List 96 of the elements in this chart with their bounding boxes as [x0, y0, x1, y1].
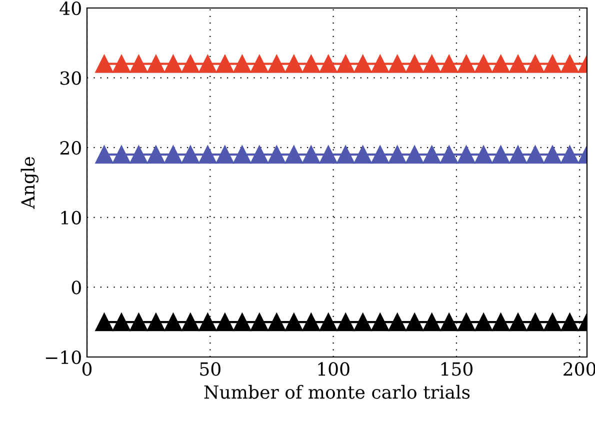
- point: [95, 54, 114, 73]
- y-tick-label: 30: [60, 71, 81, 85]
- point: [457, 146, 476, 164]
- point: [146, 313, 165, 332]
- point: [164, 313, 182, 332]
- point: [250, 54, 268, 73]
- point: [354, 313, 372, 332]
- point: [526, 313, 544, 332]
- y-tick-label: 0: [72, 280, 81, 294]
- point: [130, 313, 148, 332]
- x-tick-label: 150: [441, 362, 472, 376]
- point: [440, 313, 458, 332]
- point: [354, 54, 372, 73]
- point: [526, 146, 544, 164]
- point: [422, 146, 441, 164]
- x-tick-label: 0: [82, 362, 92, 376]
- x-axis-title: Number of monte carlo trials: [204, 384, 470, 399]
- point: [474, 146, 493, 164]
- point: [457, 54, 476, 73]
- point: [164, 54, 182, 73]
- point: [302, 313, 320, 332]
- point: [181, 313, 200, 332]
- point: [406, 313, 424, 332]
- point: [560, 146, 579, 164]
- point: [146, 54, 165, 73]
- point: [371, 54, 390, 73]
- point: [233, 313, 252, 332]
- point: [302, 54, 320, 73]
- point: [112, 146, 131, 164]
- y-tick-label: 40: [60, 1, 81, 16]
- x-tick-label: 50: [200, 362, 220, 376]
- y-tick-label: 10: [61, 210, 81, 225]
- point: [233, 146, 252, 164]
- x-tick-label: 100: [318, 362, 350, 376]
- point: [509, 313, 528, 332]
- point: [319, 146, 338, 164]
- point: [112, 54, 131, 73]
- y-tick-label: −10: [46, 350, 81, 364]
- point: [492, 313, 510, 332]
- point: [198, 54, 217, 73]
- point: [181, 54, 200, 73]
- point: [95, 313, 114, 332]
- point: [371, 313, 390, 332]
- point: [181, 146, 200, 164]
- point: [319, 313, 338, 332]
- point: [284, 313, 303, 332]
- point: [284, 146, 303, 164]
- point: [422, 313, 441, 332]
- point: [130, 54, 148, 73]
- point: [406, 54, 424, 73]
- point: [284, 54, 303, 73]
- point: [474, 313, 493, 332]
- point: [233, 54, 252, 73]
- point: [543, 146, 562, 164]
- point: [388, 146, 406, 164]
- point: [216, 54, 234, 73]
- point: [526, 54, 544, 73]
- point: [268, 146, 286, 164]
- point: [440, 146, 458, 164]
- point: [509, 146, 528, 164]
- point: [302, 146, 320, 164]
- point: [336, 54, 355, 73]
- point: [250, 146, 268, 164]
- point: [440, 54, 458, 73]
- point: [422, 54, 441, 73]
- point: [164, 146, 182, 164]
- point: [319, 54, 338, 73]
- y-axis-title: Angle: [20, 157, 38, 209]
- point: [268, 313, 286, 332]
- point: [543, 54, 562, 73]
- point: [112, 313, 131, 332]
- y-tick-label: 20: [60, 141, 81, 155]
- point: [216, 146, 234, 164]
- point: [371, 146, 390, 164]
- point: [388, 313, 406, 332]
- point: [388, 54, 406, 73]
- point: [216, 313, 234, 332]
- point: [146, 146, 165, 164]
- point: [474, 54, 493, 73]
- point: [560, 313, 579, 332]
- point: [354, 146, 372, 164]
- point: [457, 313, 476, 332]
- point: [250, 313, 268, 332]
- point: [492, 54, 510, 73]
- point: [336, 146, 355, 164]
- point: [560, 54, 579, 73]
- point: [336, 313, 355, 332]
- point: [198, 146, 217, 164]
- point: [406, 146, 424, 164]
- point: [130, 146, 148, 164]
- point: [95, 146, 114, 164]
- point: [543, 313, 562, 332]
- point: [492, 146, 510, 164]
- point: [268, 54, 286, 73]
- point: [509, 54, 528, 73]
- point: [198, 313, 217, 332]
